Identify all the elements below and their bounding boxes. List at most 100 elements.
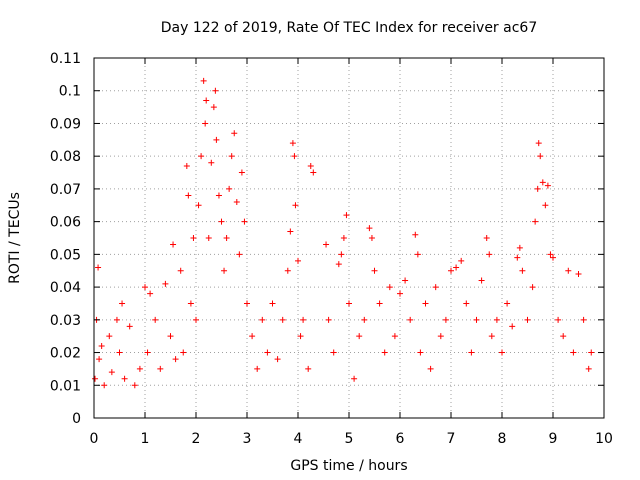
data-point xyxy=(215,192,222,199)
data-point xyxy=(391,333,398,340)
y-tick-label: 0 xyxy=(72,411,81,427)
data-point xyxy=(198,153,205,160)
data-point xyxy=(499,349,505,356)
data-point xyxy=(210,104,217,111)
data-point xyxy=(177,267,184,274)
data-point xyxy=(95,264,102,271)
y-tick-label: 0.11 xyxy=(50,51,81,67)
x-axis-label: GPS time / hours xyxy=(290,458,407,474)
data-point xyxy=(580,316,587,323)
data-point xyxy=(488,333,495,340)
data-point xyxy=(575,271,582,277)
data-point xyxy=(202,120,209,127)
data-point xyxy=(560,333,567,340)
data-point xyxy=(241,218,248,225)
data-point xyxy=(221,267,228,274)
y-tick-label: 0.09 xyxy=(50,116,81,132)
data-point xyxy=(414,251,421,258)
y-tick-label: 0.1 xyxy=(59,84,81,100)
data-point xyxy=(570,349,577,356)
data-point xyxy=(366,225,373,232)
data-point xyxy=(539,179,546,186)
data-point xyxy=(535,140,542,147)
data-point xyxy=(356,333,363,340)
y-tick-label: 0.01 xyxy=(50,378,81,394)
data-point xyxy=(92,375,99,382)
data-point xyxy=(307,163,314,169)
data-point xyxy=(180,349,187,356)
data-point xyxy=(274,356,281,363)
data-point xyxy=(422,300,429,307)
data-point xyxy=(565,267,572,274)
data-point xyxy=(284,267,291,274)
x-tick-labels: 0 1 2 3 4 5 6 7 8 9 10 xyxy=(90,431,613,447)
x-tick-label: 0 xyxy=(90,431,99,447)
data-point xyxy=(547,251,554,258)
data-point xyxy=(147,290,154,297)
data-point xyxy=(212,87,219,94)
data-point xyxy=(287,228,294,235)
data-point xyxy=(131,382,138,389)
data-point xyxy=(458,257,465,264)
data-point xyxy=(157,365,164,372)
data-point xyxy=(432,284,439,291)
data-point xyxy=(249,333,256,340)
data-point xyxy=(351,375,358,382)
data-point xyxy=(412,231,419,238)
data-point xyxy=(493,316,500,323)
x-tick-label: 1 xyxy=(141,431,150,447)
data-point xyxy=(205,235,212,241)
y-tick-label: 0.08 xyxy=(50,149,81,165)
data-point xyxy=(402,277,409,284)
data-point xyxy=(555,316,562,323)
data-point xyxy=(218,218,225,225)
data-point xyxy=(291,153,298,160)
data-point xyxy=(504,300,511,307)
data-point xyxy=(213,136,220,143)
data-point xyxy=(170,241,177,248)
data-point xyxy=(228,153,235,160)
data-point xyxy=(585,365,592,372)
data-point xyxy=(534,185,541,192)
x-tick-label: 4 xyxy=(294,431,303,447)
data-point xyxy=(524,316,531,323)
y-tick-label: 0.03 xyxy=(50,313,81,329)
data-point xyxy=(183,163,190,169)
data-point xyxy=(121,375,128,382)
data-point xyxy=(335,261,342,268)
axis-ticks xyxy=(93,57,605,419)
data-point xyxy=(233,199,240,205)
data-point xyxy=(259,316,266,323)
data-point xyxy=(223,235,230,241)
data-point xyxy=(544,182,551,189)
data-point xyxy=(376,300,383,307)
data-point xyxy=(300,316,307,323)
data-point xyxy=(519,267,526,274)
data-point xyxy=(244,300,250,307)
data-point xyxy=(226,185,233,192)
data-point xyxy=(167,333,174,340)
data-point xyxy=(101,382,108,389)
data-point xyxy=(542,202,549,209)
y-axis-label: ROTI / TECUs xyxy=(7,192,23,284)
data-point xyxy=(136,365,143,372)
grid xyxy=(94,58,604,418)
data-point xyxy=(463,300,470,307)
x-tick-label: 7 xyxy=(447,431,456,447)
data-point xyxy=(486,251,493,258)
data-point xyxy=(529,284,536,291)
data-point xyxy=(397,290,403,297)
data-point xyxy=(269,300,276,307)
data-point xyxy=(142,284,148,291)
data-point xyxy=(588,349,595,356)
data-point xyxy=(200,77,207,84)
x-tick-label: 5 xyxy=(345,431,354,447)
data-point xyxy=(361,316,368,323)
y-tick-label: 0.05 xyxy=(50,247,81,263)
x-tick-label: 8 xyxy=(498,431,507,447)
data-point xyxy=(279,316,286,323)
data-point xyxy=(297,333,304,340)
data-point xyxy=(448,267,454,274)
data-point xyxy=(254,365,261,372)
data-point xyxy=(231,130,238,137)
